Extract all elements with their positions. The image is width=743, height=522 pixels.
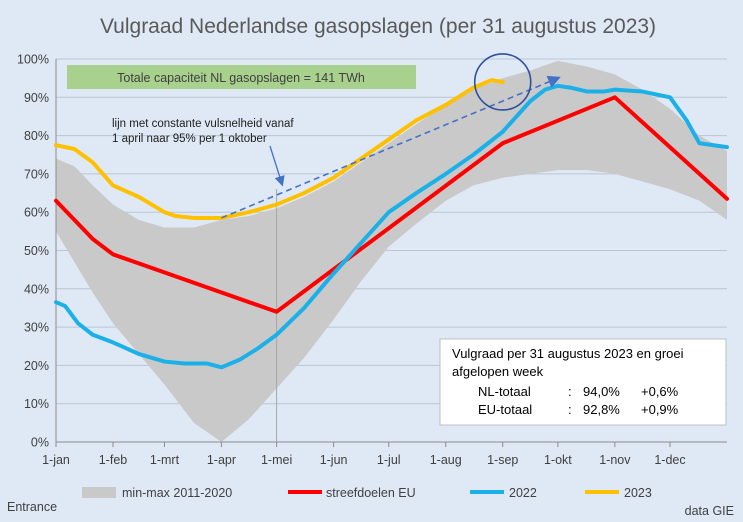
x-tick-label: 1-feb — [99, 453, 128, 467]
legend-label-2023: 2023 — [624, 486, 652, 500]
y-tick-label: 90% — [24, 91, 49, 105]
chart-title: Vulgraad Nederlandse gasopslagen (per 31… — [100, 15, 656, 38]
y-tick-label: 50% — [24, 244, 49, 258]
legend-label-2022: 2022 — [509, 486, 537, 500]
legend: min-max 2011-2020 streefdoelen EU 2022 2… — [82, 486, 652, 500]
x-tick-label: 1-sep — [487, 453, 518, 467]
highlight-circle — [473, 53, 532, 111]
info-title-2: afgelopen week — [452, 364, 544, 379]
annotation-line-1: lijn met constante vulsnelheid vanaf — [112, 118, 294, 130]
legend-label-band: min-max 2011-2020 — [122, 486, 232, 500]
y-tick-labels: 0% 10% 20% 30% 40% 50% 60% 70% 80% 90% 100% — [17, 53, 49, 450]
x-tick-label: 1-aug — [430, 453, 462, 467]
x-tick-label: 1-nov — [599, 453, 631, 467]
annotation-layer — [221, 53, 561, 219]
series-line — [54, 95, 729, 314]
y-tick-label: 70% — [24, 167, 49, 181]
annotation-pointer-arrow — [269, 145, 285, 187]
x-tick-label: 1-mrt — [150, 453, 180, 467]
info-eu-label: EU-totaal — [478, 402, 532, 417]
axes — [55, 59, 727, 447]
y-tick-label: 20% — [24, 359, 49, 373]
capacity-note: Totale capaciteit NL gasopslagen = 141 T… — [117, 71, 365, 85]
series-line — [54, 83, 729, 370]
info-nl-sep: : — [568, 384, 572, 399]
x-tick-label: 1-okt — [544, 453, 572, 467]
y-tick-label: 60% — [24, 206, 49, 220]
info-box — [439, 338, 727, 426]
band-layer — [56, 60, 727, 442]
y-tick-label: 80% — [24, 129, 49, 143]
x-tick-label: 1-jul — [377, 453, 401, 467]
x-tick-label: 1-apr — [207, 453, 236, 467]
footer-source-left: Entrance — [7, 500, 57, 514]
constant-fill-arrow — [221, 75, 561, 219]
y-tick-label: 40% — [24, 282, 49, 296]
footer-source-right: data GIE — [685, 504, 734, 518]
info-eu-sep: : — [568, 402, 572, 417]
capacity-note-box — [67, 65, 416, 89]
y-tick-label: 100% — [17, 53, 49, 67]
series-layer — [54, 78, 729, 370]
y-tick-label: 10% — [24, 397, 49, 411]
info-eu-change: +0,9% — [641, 402, 679, 417]
info-nl-value: 94,0% — [583, 384, 620, 399]
x-tick-labels: 1-jan 1-feb 1-mrt 1-apr 1-mei 1-jun 1-jul 1-aug… — [42, 453, 686, 467]
y-tick-label: 30% — [24, 321, 49, 335]
x-tick-label: 1-jan — [42, 453, 70, 467]
series-line — [54, 78, 505, 220]
info-eu-value: 92,8% — [583, 402, 620, 417]
x-tick-label: 1-dec — [654, 453, 685, 467]
legend-swatch-band — [82, 487, 116, 498]
minmax-band — [56, 60, 727, 442]
annotation-line-2: 1 april naar 95% per 1 oktober — [112, 133, 267, 145]
info-nl-change: +0,6% — [641, 384, 679, 399]
x-tick-label: 1-mei — [261, 453, 292, 467]
y-tick-label: 0% — [31, 436, 49, 450]
info-title-1: Vulgraad per 31 augustus 2023 en groei — [452, 346, 684, 361]
legend-label-eu: streefdoelen EU — [326, 486, 416, 500]
info-nl-label: NL-totaal — [478, 384, 531, 399]
x-tick-label: 1-jun — [320, 453, 348, 467]
